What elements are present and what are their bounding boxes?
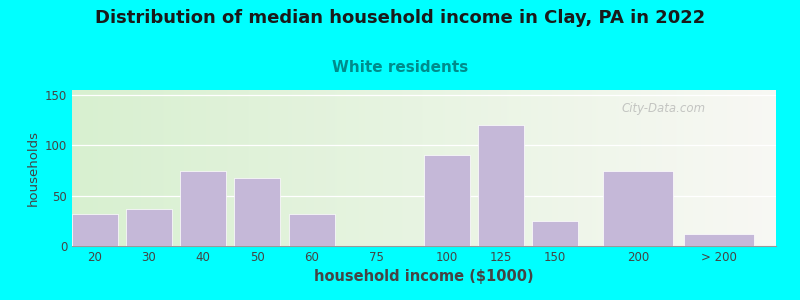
Text: Distribution of median household income in Clay, PA in 2022: Distribution of median household income …: [95, 9, 705, 27]
Text: White residents: White residents: [332, 60, 468, 75]
Bar: [289, 214, 334, 246]
Text: City-Data.com: City-Data.com: [621, 103, 706, 116]
Bar: [684, 234, 754, 246]
Bar: [478, 125, 524, 246]
Bar: [424, 155, 470, 246]
Bar: [126, 209, 172, 246]
Y-axis label: households: households: [26, 130, 39, 206]
Bar: [72, 214, 118, 246]
Bar: [602, 170, 673, 246]
Bar: [180, 170, 226, 246]
Bar: [234, 178, 281, 246]
X-axis label: household income ($1000): household income ($1000): [314, 269, 534, 284]
Bar: [532, 221, 578, 246]
